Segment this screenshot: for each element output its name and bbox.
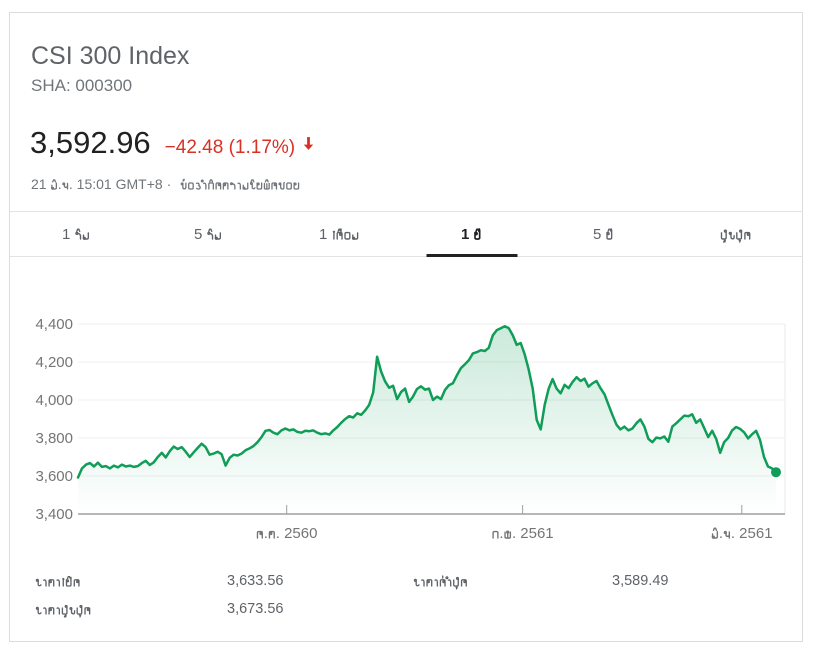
timestamp-text: 21 . . 15:01 GMT+8 · [31,174,173,192]
exchange-symbol: SHA: 000300 [31,76,133,95]
svg-text:1: 1 [62,226,70,243]
stat-open-label [35,570,82,599]
tab-1-year[interactable]: 1 [406,212,538,256]
price-change: −42.48 (1.17%) [164,137,296,158]
tab-5-year[interactable]: 5 [538,212,670,256]
chart-line [76,325,778,479]
y-axis-label: 4,400 [35,316,73,333]
x-axis-label: . . 2561 [492,525,554,542]
svg-text:.: . [499,525,503,542]
disclaimer-link[interactable] [180,174,301,191]
stat-high-value: 3,673.56 [227,601,284,617]
stat-open-value: 3,633.56 [227,573,284,589]
svg-text:.: . [58,176,62,192]
svg-text:1: 1 [461,226,469,243]
y-axis-label: 4,000 [35,392,73,409]
svg-text:5: 5 [194,226,202,243]
svg-text:.: . [719,525,723,542]
svg-text:. 15:01 GMT+8 ·: . 15:01 GMT+8 · [69,176,171,192]
last-price-dot [771,467,781,478]
y-axis-label: 4,200 [35,354,73,371]
finance-card [9,12,803,642]
svg-text:. 2561: . 2561 [731,525,773,542]
quote-timestamp: 21 . . 15:01 GMT+8 · [31,174,301,194]
x-axis-label: . . 2561 [711,525,773,542]
tab-1-month[interactable]: 1 [274,212,406,256]
stat-low-label [413,570,469,599]
quote-row: 3,592.96 −42.48 (1.17%) [30,126,316,160]
svg-text:5: 5 [593,226,601,243]
page-title: CSI 300 Index [31,42,190,70]
y-axis-label: 3,600 [35,468,73,485]
svg-text:. 2560: . 2560 [276,525,318,542]
time-range-tabs: 1 5 1 1 5 [10,211,802,257]
arrow-down-icon [301,136,316,156]
svg-text:21: 21 [31,176,47,192]
svg-text:. 2561: . 2561 [512,525,554,542]
stat-high-label [35,598,93,627]
chart-area [78,326,776,514]
y-axis-label: 3,400 [35,506,73,523]
current-price: 3,592.96 [30,125,151,160]
tab-5-day[interactable]: 5 [142,212,274,256]
stat-low-value: 3,589.49 [612,573,669,589]
tab-1-day[interactable]: 1 [10,212,142,256]
tab-max[interactable] [670,212,802,256]
svg-text:.: . [264,525,268,542]
x-axis-label: . . 2560 [256,525,318,542]
stats-panel: 3,633.56 3,673.56 3,589.49 [10,558,802,638]
svg-text:1: 1 [319,226,327,243]
y-axis-label: 3,800 [35,430,73,447]
